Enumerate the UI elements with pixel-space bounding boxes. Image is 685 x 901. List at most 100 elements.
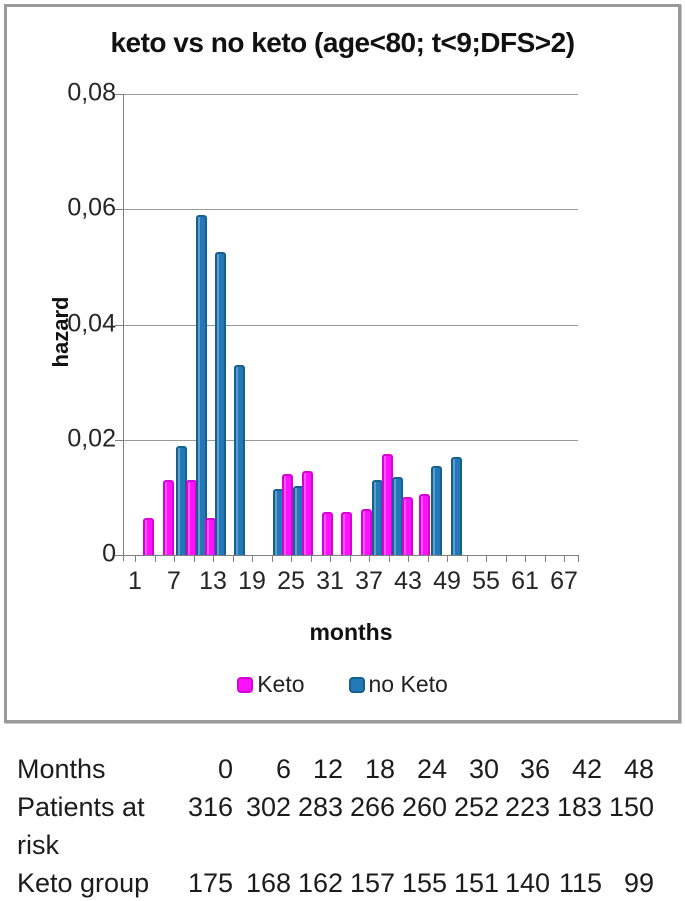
x-tick-mark xyxy=(252,555,253,562)
risk-cell: 283 xyxy=(297,792,343,822)
bar-keto xyxy=(321,511,333,555)
bar-keto xyxy=(401,497,413,555)
risk-cell: 115 xyxy=(558,868,602,898)
x-tick-mark xyxy=(486,555,487,562)
risk-cell: 252 xyxy=(453,792,499,822)
plot-area: 0 0,02 0,04 0,06 0,08 1 7 13 19 25 31 37 43 49 55 61 67 xyxy=(67,78,579,595)
legend-swatch-icon xyxy=(237,676,254,693)
y-tick-label: 0,08 xyxy=(67,78,116,107)
risk-cell: 316 xyxy=(187,792,233,822)
risk-cell: 140 xyxy=(504,868,550,898)
risk-cell: 223 xyxy=(504,792,550,822)
bar-no-keto xyxy=(195,215,207,555)
y-tick-mark xyxy=(115,209,124,211)
bar-keto xyxy=(418,494,430,555)
bar-no-keto xyxy=(233,364,245,555)
grid-line xyxy=(124,324,578,326)
y-tick-label: 0,04 xyxy=(67,308,116,337)
x-tick-mark xyxy=(213,555,214,562)
x-tick-mark xyxy=(349,555,351,562)
risk-cell: 12 xyxy=(312,754,343,784)
legend-label: Keto xyxy=(257,671,305,697)
y-tick-mark xyxy=(115,94,124,95)
x-axis xyxy=(123,555,579,556)
x-tick-mark xyxy=(564,555,565,562)
x-tick-mark xyxy=(388,555,390,562)
legend-item-no-keto: no Keto xyxy=(348,671,448,698)
y-tick-label: 0 xyxy=(102,539,116,568)
x-tick-label: 55 xyxy=(472,567,500,595)
x-tick-label: 25 xyxy=(277,567,305,595)
bar-keto xyxy=(163,480,175,555)
x-tick-label: 7 xyxy=(167,567,181,595)
bar-keto xyxy=(360,508,372,555)
x-tick-label: 43 xyxy=(394,567,422,595)
risk-cell: 266 xyxy=(349,792,395,822)
risk-cell: 155 xyxy=(401,868,447,898)
legend: Keto no Keto xyxy=(7,671,678,698)
risk-cell: 0 xyxy=(217,754,233,784)
x-tick-mark xyxy=(466,555,468,562)
x-tick-mark xyxy=(154,555,156,562)
x-tick-mark xyxy=(427,555,429,562)
risk-cell: 99 xyxy=(623,868,654,898)
bar-no-keto xyxy=(450,457,462,555)
x-tick-mark xyxy=(193,555,195,562)
risk-cell: 175 xyxy=(187,868,233,898)
y-axis xyxy=(123,94,124,561)
y-tick-mark xyxy=(115,439,124,441)
risk-cell: 168 xyxy=(245,868,291,898)
y-tick-label: 0,02 xyxy=(67,424,116,453)
bar-keto xyxy=(282,474,294,555)
hazard-chart-panel: keto vs no keto (age<80; t<9;DFS>2) haza… xyxy=(4,4,681,723)
y-tick-mark xyxy=(115,324,124,326)
risk-cell: 24 xyxy=(416,754,447,784)
x-tick-mark xyxy=(291,555,292,562)
legend-label: no Keto xyxy=(368,671,448,697)
legend-swatch-icon xyxy=(348,676,365,693)
y-tick-label: 0,06 xyxy=(67,193,116,222)
x-tick-label: 1 xyxy=(128,567,142,595)
x-tick-mark xyxy=(271,555,273,562)
grid-line xyxy=(124,94,578,95)
risk-cell: 260 xyxy=(401,792,447,822)
x-tick-label: 13 xyxy=(199,567,227,595)
risk-cell: 48 xyxy=(623,754,654,784)
x-tick-mark xyxy=(505,555,507,562)
x-tick-mark xyxy=(578,555,579,562)
x-tick-mark xyxy=(447,555,448,562)
grid-line xyxy=(124,439,578,441)
risk-cell: 30 xyxy=(468,754,499,784)
x-tick-mark xyxy=(369,555,370,562)
risk-cell: 183 xyxy=(556,792,602,822)
x-tick-label: 49 xyxy=(433,567,461,595)
x-tick-mark xyxy=(135,555,136,562)
bar-no-keto xyxy=(431,465,443,555)
risk-row-label: Keto group xyxy=(17,868,150,898)
risk-cell: 151 xyxy=(453,868,499,898)
x-tick-mark xyxy=(232,555,234,562)
x-tick-label: 37 xyxy=(355,567,383,595)
risk-row-label: Months xyxy=(17,754,106,784)
x-tick-mark xyxy=(408,555,409,562)
legend-item-keto: Keto xyxy=(237,671,305,698)
x-tick-mark xyxy=(174,555,175,562)
risk-row-label: Patients at risk xyxy=(17,792,145,860)
x-tick-mark xyxy=(525,555,526,562)
risk-cell: 36 xyxy=(519,754,550,784)
chart-title: keto vs no keto (age<80; t<9;DFS>2) xyxy=(110,27,575,58)
bar-keto xyxy=(341,511,353,555)
risk-cell: 157 xyxy=(349,868,395,898)
x-tick-label: 31 xyxy=(316,567,344,595)
x-tick-mark xyxy=(310,555,312,562)
risk-cell: 6 xyxy=(275,754,291,784)
bar-keto xyxy=(142,517,154,555)
risk-cell: 18 xyxy=(364,754,395,784)
x-tick-mark xyxy=(330,555,331,562)
x-tick-label: 61 xyxy=(511,567,539,595)
risk-cell: 302 xyxy=(245,792,291,822)
x-tick-mark xyxy=(544,555,546,562)
y-tick-mark xyxy=(115,555,124,556)
bar-keto xyxy=(302,471,314,555)
